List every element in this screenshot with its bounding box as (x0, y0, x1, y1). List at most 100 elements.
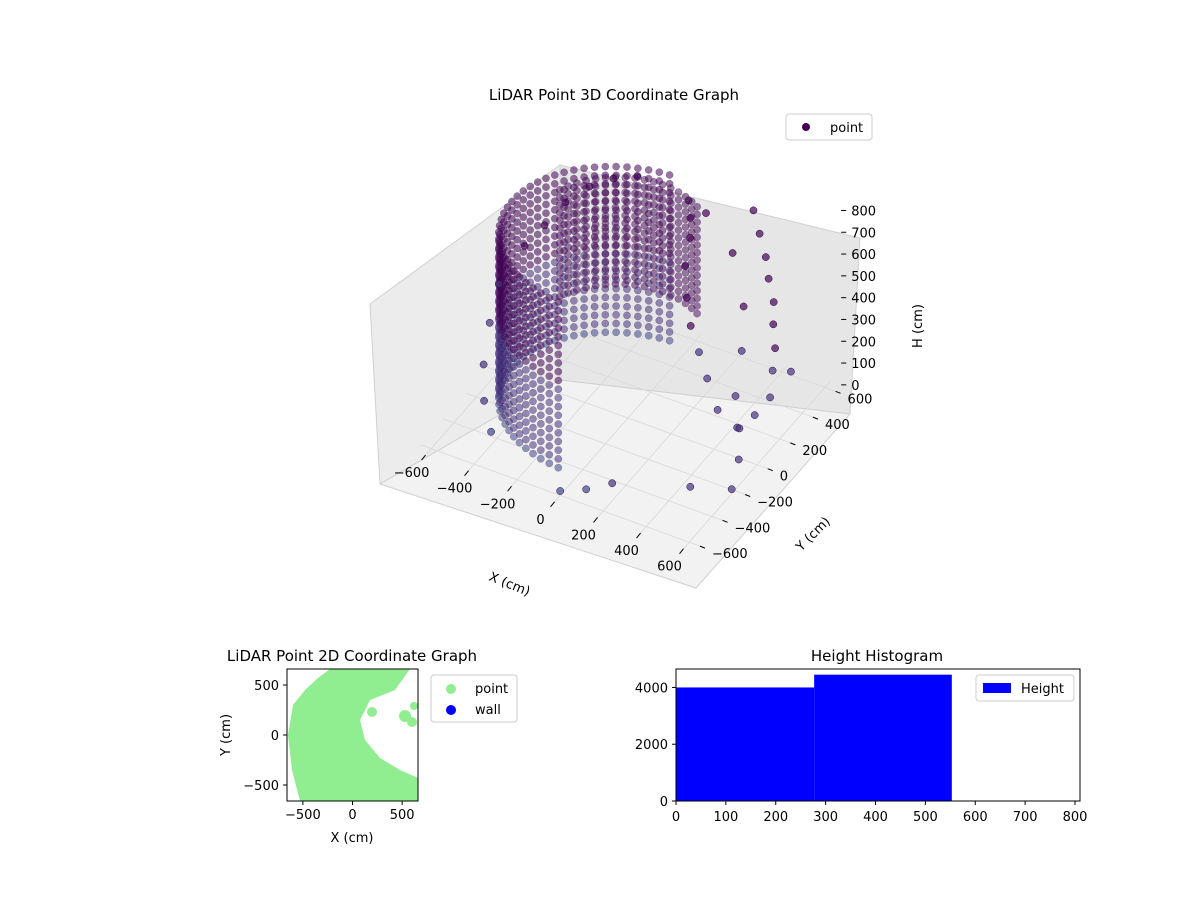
data-point-3d (591, 228, 600, 237)
y-tick-label-histogram: 2000 (635, 738, 668, 753)
data-point-3d (612, 319, 620, 328)
data-point-3d (529, 449, 537, 458)
data-point-3d (621, 226, 630, 235)
data-point-3d (686, 322, 695, 330)
data-point-3d (634, 321, 642, 330)
data-point-3d (515, 342, 524, 351)
data-point-3d (564, 243, 572, 252)
data-point-3d (666, 184, 675, 192)
data-point-3d (591, 236, 600, 244)
data-point-3d (601, 250, 610, 258)
data-point-3d (573, 270, 581, 279)
data-point-3d (674, 226, 683, 235)
legend-2d-marker-wall (446, 705, 456, 715)
y-tick-label-3d: 0 (780, 470, 788, 485)
data-point-3d (666, 275, 675, 284)
data-point-3d (590, 328, 599, 337)
data-point-3d (769, 320, 778, 329)
data-point-3d (658, 211, 667, 220)
data-point-3d (640, 275, 649, 283)
data-point-3d (601, 181, 610, 190)
data-point-3d (494, 228, 503, 237)
data-point-3d (601, 196, 610, 205)
y-tick-label-3d: −600 (712, 547, 748, 562)
data-point-3d (612, 162, 620, 171)
data-point-3d (601, 319, 610, 328)
data-point-3d (522, 348, 530, 357)
data-point-3d (554, 306, 563, 315)
data-point-3d (536, 437, 545, 446)
data-point-3d (644, 305, 653, 314)
z-tick-label-3d: 800 (851, 204, 876, 219)
data-point-3d (644, 323, 653, 331)
data-point-3d (601, 310, 610, 319)
data-point-3d (686, 482, 695, 491)
data-point-3d (513, 235, 522, 244)
data-point-3d (658, 241, 667, 250)
data-point-3d (522, 383, 530, 392)
y-tick-mark-3d (699, 545, 706, 549)
data-point-3d (601, 162, 610, 171)
data-point-3d (529, 380, 537, 388)
data-point-3d (623, 320, 631, 328)
data-point-3d (582, 275, 590, 284)
z-tick-label-3d: 300 (851, 313, 876, 328)
data-point-3d (655, 299, 664, 307)
data-point-3d (515, 360, 524, 368)
x-tick-mark-3d (464, 470, 469, 476)
data-point-3d (554, 446, 563, 455)
data-point-3d (536, 297, 545, 306)
data-point-3d (570, 323, 578, 331)
data-point-3d (555, 231, 564, 240)
data-point-3d (540, 221, 549, 230)
data-point-3d (529, 432, 537, 441)
grid-line-3d (533, 315, 814, 418)
data-point-3d (590, 311, 599, 320)
ticks-2d: −500 0 500 −500 0 500 (243, 679, 414, 823)
z-tick-label-3d: 600 (851, 248, 876, 263)
data-point-3d (611, 249, 620, 258)
data-point-3d (522, 339, 530, 348)
grid-line-3d (510, 341, 791, 444)
data-point-3d (498, 248, 507, 256)
data-point-3d (621, 204, 630, 212)
legend-2d: point wall (430, 674, 518, 723)
y-tick-label-3d: 400 (825, 418, 850, 433)
data-point-3d (728, 249, 737, 257)
y-tick-label-histogram: 4000 (635, 681, 668, 696)
data-point-3d (533, 265, 542, 274)
data-point-3d (513, 261, 522, 270)
data-point-3d (582, 176, 590, 185)
z-tick-label-3d: 500 (851, 270, 876, 285)
data-point-3d (522, 313, 530, 322)
y-tick-mark-3d (812, 416, 819, 420)
data-point-3d (500, 209, 508, 218)
data-point-3d (666, 268, 675, 276)
data-point-3d (513, 253, 522, 261)
data-point-3d (555, 246, 564, 255)
data-point-3d (666, 191, 675, 200)
data-point-3d (658, 219, 667, 227)
data-point-3d (731, 392, 740, 400)
data-point-3d (666, 214, 675, 223)
data-point-3d (580, 295, 588, 303)
data-point-3d (536, 454, 545, 463)
data-point-3d (515, 351, 524, 360)
data-point-3d (611, 219, 620, 227)
data-point-3d (533, 274, 542, 282)
data-point-3d (633, 172, 642, 180)
data-point-3d (495, 280, 503, 288)
data-point-3d (658, 287, 667, 296)
data-point-3d (644, 288, 653, 296)
data-point-3d (515, 273, 524, 281)
data-point-3d (658, 272, 667, 281)
scatter-3d-points (479, 162, 795, 495)
data-point-3d (695, 348, 703, 357)
data-point-3d (580, 312, 588, 321)
x-tick-label-3d: −600 (394, 466, 430, 481)
legend-3d-frame (785, 113, 873, 141)
data-point-3d (542, 252, 550, 261)
data-point-3d (529, 388, 537, 397)
data-point-3d (536, 324, 545, 332)
data-point-3d (623, 163, 631, 171)
